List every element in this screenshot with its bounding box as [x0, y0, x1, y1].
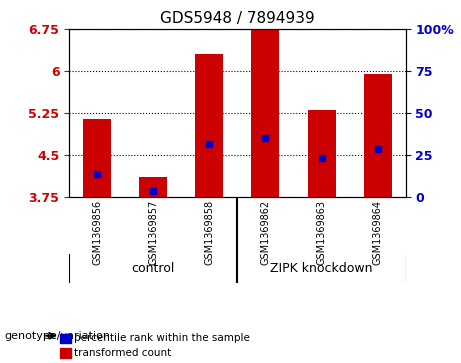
Text: percentile rank within the sample: percentile rank within the sample — [74, 333, 250, 343]
Bar — [195, 54, 224, 197]
Text: transformed count: transformed count — [74, 348, 171, 358]
Bar — [139, 177, 167, 197]
Text: control: control — [131, 262, 175, 275]
Text: genotype/variation: genotype/variation — [5, 331, 111, 341]
Title: GDS5948 / 7894939: GDS5948 / 7894939 — [160, 12, 315, 26]
Bar — [307, 110, 336, 197]
Text: GSM1369857: GSM1369857 — [148, 200, 158, 265]
Bar — [364, 74, 392, 197]
Text: GSM1369864: GSM1369864 — [372, 200, 383, 265]
Text: GSM1369858: GSM1369858 — [204, 200, 214, 265]
Text: ZIPK knockdown: ZIPK knockdown — [270, 262, 373, 275]
Text: GSM1369863: GSM1369863 — [317, 200, 326, 265]
Text: GSM1369856: GSM1369856 — [92, 200, 102, 265]
Bar — [83, 119, 111, 197]
Bar — [251, 29, 279, 197]
Text: GSM1369862: GSM1369862 — [260, 200, 271, 265]
